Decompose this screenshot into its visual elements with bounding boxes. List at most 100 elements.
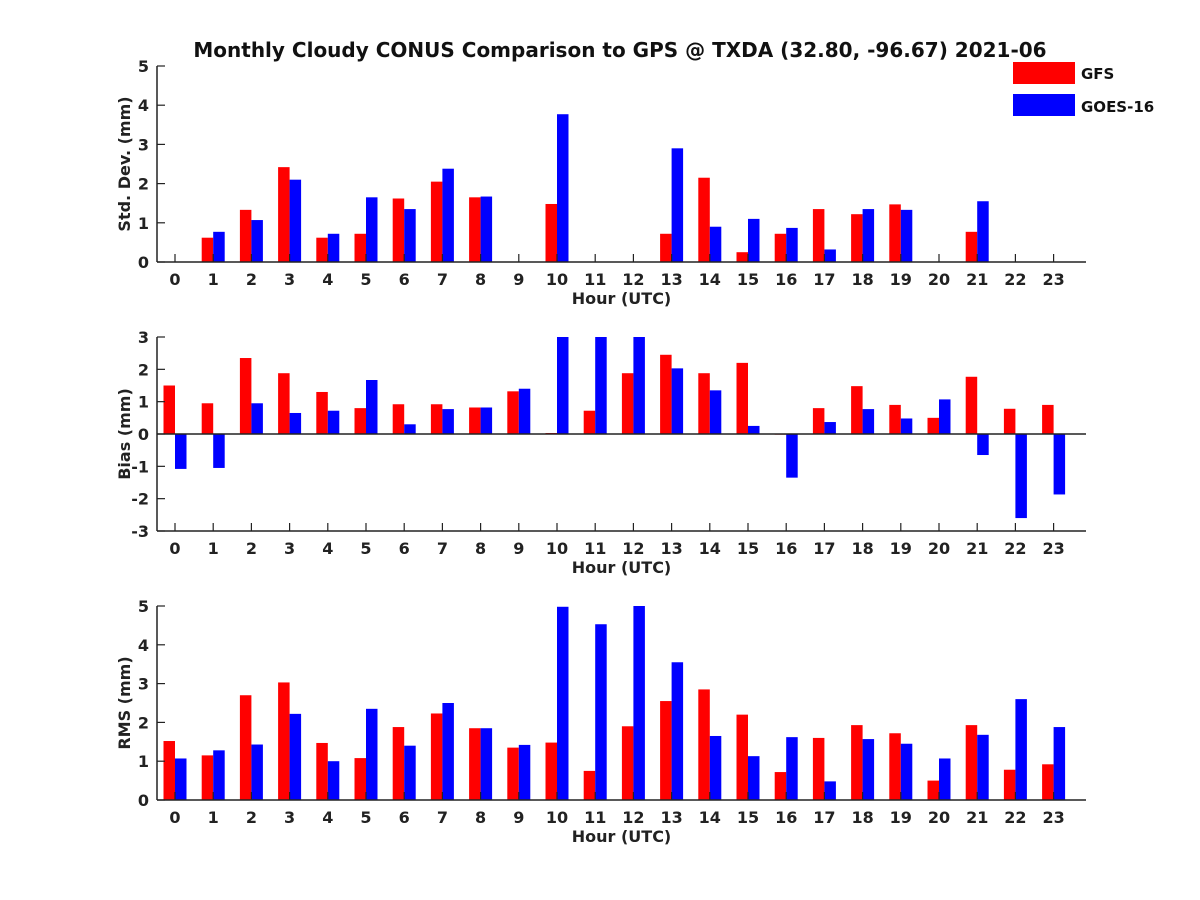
- rms-xtick-label: 23: [1042, 808, 1064, 827]
- bias-xtick-label: 10: [546, 539, 568, 558]
- bias-bar-goes16-3: [289, 412, 302, 434]
- bias-xtick-label: 6: [399, 539, 410, 558]
- bias-xtick-label: 7: [437, 539, 448, 558]
- rms-bar-goes16-13: [671, 662, 684, 800]
- rms-xtick-label: 16: [775, 808, 797, 827]
- rms-ytick-label: 2: [138, 713, 149, 732]
- std-dev-xtick-label: 3: [284, 270, 295, 289]
- std-dev-xtick-label: 9: [513, 270, 524, 289]
- bias-xtick-label: 12: [622, 539, 644, 558]
- bias-xtick-label: 2: [246, 539, 257, 558]
- bias-bar-gfs-15: [736, 362, 748, 434]
- std-dev-bar-goes16-5: [366, 197, 378, 262]
- bias-bar-gfs-0: [163, 385, 175, 434]
- std-dev-xtick-label: 6: [399, 270, 410, 289]
- std-dev-xtick-label: 20: [928, 270, 950, 289]
- bias-xtick-label: 15: [737, 539, 759, 558]
- bias-bar-goes16-7: [442, 409, 454, 434]
- std-dev-ytick-label: 5: [138, 57, 149, 76]
- rms-bar-goes16-3: [289, 713, 302, 800]
- rms-bar-gfs-5: [354, 758, 366, 800]
- rms-bar-gfs-13: [660, 701, 672, 800]
- std-dev-xtick-label: 18: [851, 270, 873, 289]
- bias-bar-goes16-10: [557, 337, 569, 434]
- rms-xtick-label: 21: [966, 808, 988, 827]
- rms-xtick-label: 14: [699, 808, 721, 827]
- rms-bar-gfs-15: [736, 714, 748, 800]
- std-dev-bar-goes16-16: [786, 227, 798, 262]
- rms-ytick-label: 1: [138, 752, 149, 771]
- rms-bar-gfs-4: [316, 742, 328, 800]
- std-dev-xtick-label: 14: [699, 270, 721, 289]
- std-dev-bar-gfs-3: [278, 167, 290, 262]
- std-dev-bar-goes16-17: [824, 249, 836, 262]
- rms-bar-gfs-2: [239, 695, 252, 800]
- rms-xtick-label: 22: [1004, 808, 1026, 827]
- bias-bar-gfs-6: [392, 404, 405, 434]
- legend-swatch-gfs: [1013, 62, 1075, 84]
- rms-bar-goes16-10: [557, 606, 569, 800]
- bias-ytick-label: 2: [138, 360, 149, 379]
- bias-xtick-label: 14: [699, 539, 721, 558]
- rms-xtick-label: 13: [660, 808, 682, 827]
- bias-bar-goes16-13: [671, 368, 684, 434]
- legend-label-goes16: GOES-16: [1081, 98, 1154, 116]
- rms-bar-goes16-5: [366, 708, 378, 800]
- rms-bar-goes16-22: [1015, 699, 1027, 800]
- std-dev-xtick-label: 7: [437, 270, 448, 289]
- bias-xtick-label: 18: [851, 539, 873, 558]
- bias-bar-gfs-19: [889, 404, 901, 434]
- rms-bar-gfs-11: [583, 770, 596, 800]
- bias-xtick-label: 9: [513, 539, 524, 558]
- bias-bar-gfs-3: [278, 373, 290, 434]
- rms-ylabel: RMS (mm): [115, 656, 134, 749]
- std-dev-xtick-label: 0: [169, 270, 180, 289]
- bias-bar-goes16-15: [748, 425, 760, 434]
- bias-bar-goes16-2: [251, 403, 263, 434]
- rms-bar-goes16-8: [480, 728, 493, 800]
- std-dev-bar-gfs-17: [812, 209, 825, 262]
- rms-bar-gfs-0: [163, 741, 175, 800]
- std-dev-bar-goes16-3: [289, 179, 302, 262]
- rms-bar-goes16-14: [709, 735, 722, 800]
- std-dev-bar-goes16-10: [557, 114, 569, 262]
- std-dev-bar-gfs-6: [392, 198, 405, 262]
- bias-bar-goes16-11: [595, 337, 607, 434]
- bias-bar-goes16-17: [824, 422, 836, 434]
- rms-xtick-label: 12: [622, 808, 644, 827]
- rms-bar-goes16-7: [442, 703, 454, 800]
- rms-xtick-label: 17: [813, 808, 835, 827]
- bias-xtick-label: 20: [928, 539, 950, 558]
- bias-xtick-label: 11: [584, 539, 606, 558]
- rms-bar-goes16-17: [824, 781, 836, 800]
- bias-xtick-label: 19: [890, 539, 912, 558]
- std-dev-ytick-label: 2: [138, 175, 149, 194]
- std-dev-bar-gfs-14: [698, 177, 710, 262]
- std-dev-ytick-label: 3: [138, 135, 149, 154]
- bias-xtick-label: 21: [966, 539, 988, 558]
- legend-swatch-goes16: [1013, 94, 1075, 116]
- bias-ytick-label: 3: [138, 328, 149, 347]
- bias-bar-gfs-1: [201, 403, 214, 434]
- rms-xtick-label: 2: [246, 808, 257, 827]
- rms-bar-goes16-15: [748, 756, 760, 800]
- rms-xtick-label: 0: [169, 808, 180, 827]
- std-dev-xtick-label: 5: [360, 270, 371, 289]
- std-dev-xtick-label: 22: [1004, 270, 1026, 289]
- bias-ytick-label: 1: [138, 393, 149, 412]
- std-dev-xtick-label: 13: [660, 270, 682, 289]
- rms-ytick-label: 3: [138, 675, 149, 694]
- rms-bar-goes16-12: [633, 606, 645, 800]
- std-dev-bar-gfs-13: [660, 233, 672, 262]
- std-dev-xtick-label: 12: [622, 270, 644, 289]
- rms-bar-goes16-2: [251, 744, 263, 800]
- bias-bar-gfs-14: [698, 373, 710, 434]
- std-dev-bar-goes16-7: [442, 168, 454, 262]
- rms-bar-goes16-1: [213, 750, 225, 800]
- rms-bar-goes16-18: [862, 739, 875, 800]
- rms-bar-gfs-22: [1003, 769, 1016, 800]
- rms-bar-goes16-11: [595, 624, 607, 800]
- std-dev-bar-gfs-10: [545, 203, 557, 262]
